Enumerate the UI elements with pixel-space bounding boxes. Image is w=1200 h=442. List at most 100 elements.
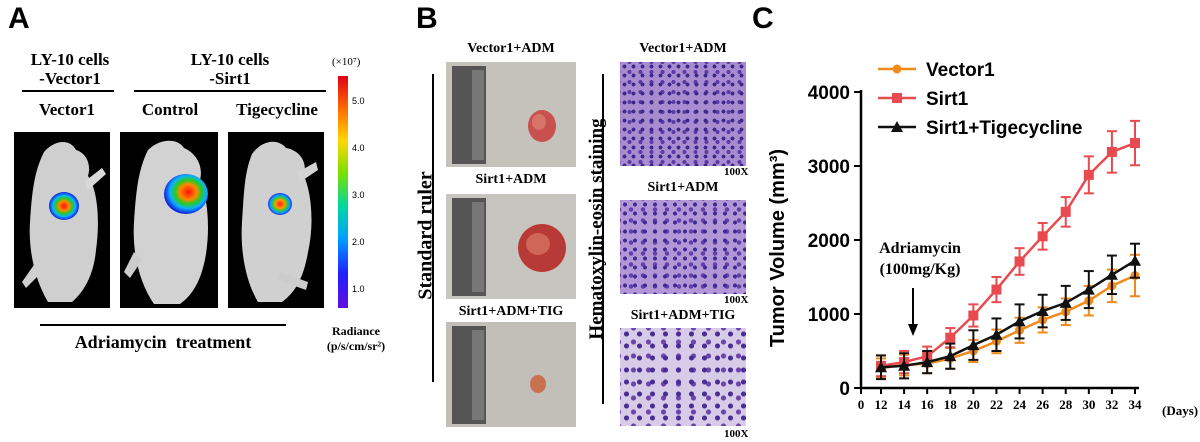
series-line — [880, 259, 1136, 369]
data-point — [968, 310, 979, 321]
y-axis-label: Tumor Volume (mm³) — [767, 149, 789, 347]
x-tick-label: 30 — [1082, 397, 1095, 412]
photo-title-sirt1-tig: Sirt1+ADM+TIG — [458, 304, 564, 319]
data-point — [1060, 206, 1071, 217]
x-tick-label: 14 — [898, 397, 912, 412]
legend-marker — [892, 93, 902, 103]
histo-title-sirt1: Sirt1+ADM — [647, 180, 719, 195]
scale-tick-5: 5.0 — [352, 96, 365, 106]
x-tick-label: 16 — [921, 397, 935, 412]
y-tick-label: 3000 — [808, 157, 850, 178]
series-sirt1-tigecycline — [875, 242, 1141, 381]
data-point — [1129, 254, 1141, 266]
data-point — [1037, 231, 1048, 242]
scale-exponent: (×10⁷) — [332, 56, 361, 68]
tumor-photo-vector1 — [446, 62, 576, 167]
group2-underline — [134, 90, 326, 92]
y-tick-label: 4000 — [808, 83, 850, 104]
group2-line1: LY-10 cells — [190, 50, 270, 69]
data-point — [1105, 268, 1118, 280]
x-tick-label: 12 — [875, 397, 888, 412]
col3-label: Tigecycline — [236, 100, 318, 119]
data-point — [898, 359, 911, 371]
data-point — [1059, 296, 1072, 308]
data-point — [967, 339, 980, 351]
data-point — [1014, 256, 1025, 267]
histo-title-vector1: Vector1+ADM — [639, 41, 727, 56]
mouse-image-tigecycline — [228, 132, 324, 308]
group1-line2: -Vector1 — [39, 69, 101, 88]
data-point — [1036, 305, 1049, 317]
tumor-photo-sirt1-tig — [446, 322, 576, 427]
panel-a-label: A — [8, 2, 30, 35]
scale-tick-3: 3.0 — [352, 190, 365, 200]
x-tick-label: 22 — [990, 397, 1003, 412]
vertical-label-ruler: Standard ruler — [414, 171, 437, 300]
he-stain-vector1 — [620, 62, 746, 166]
col1-label: Vector1 — [38, 100, 95, 119]
x-axis-unit: (Days) — [1162, 403, 1198, 418]
he-stain-sirt1-tig — [620, 328, 746, 426]
treatment-line — [40, 324, 286, 326]
y-tick-label: 0 — [839, 379, 850, 400]
data-point — [875, 361, 887, 373]
histo-title-sirt1-tig: Sirt1+ADM+TIG — [630, 308, 736, 323]
legend-marker — [892, 64, 902, 74]
magnification-3: 100X — [724, 428, 749, 440]
mouse-image-vector1 — [14, 132, 110, 308]
he-stain-sirt1 — [620, 200, 746, 294]
legend-label: Sirt1+Tigecycline — [926, 118, 1082, 139]
annotation-line2: (100mg/Kg) — [880, 261, 961, 278]
tumor-volume-chart: 0 1000 2000 3000 4000 0 12 14 16 18 20 22 24 26 28 30 32… — [767, 60, 1198, 418]
photo-title-vector1: Vector1+ADM — [467, 41, 555, 56]
x-tick-label: 20 — [967, 397, 980, 412]
scale-tick-1: 1.0 — [352, 284, 365, 294]
x-tick-label: 26 — [1036, 397, 1050, 412]
panel-b-label: B — [416, 2, 438, 35]
annotation-arrow — [908, 288, 918, 336]
group2-line2: -Sirt1 — [209, 69, 251, 88]
mouse-image-control — [120, 132, 218, 308]
legend-label: Vector1 — [926, 60, 995, 81]
he-bracket-line — [602, 74, 604, 404]
radiance-line1: Radiance — [332, 324, 380, 338]
series-line — [880, 274, 1136, 370]
ruler-bracket-line — [432, 74, 434, 382]
data-point — [944, 350, 957, 362]
vertical-label-he: Hematoxylin-eosin staining — [586, 118, 607, 340]
photo-title-sirt1: Sirt1+ADM — [475, 172, 547, 187]
data-point — [1082, 283, 1095, 295]
data-point — [1130, 138, 1140, 149]
data-point — [945, 332, 956, 343]
treatment-label: Adriamycin treatment — [74, 332, 252, 352]
annotation-line1: Adriamycin — [879, 240, 961, 257]
radiance-label: Radiance (p/s/cm/sr²) — [316, 324, 396, 354]
magnification-1: 100X — [724, 166, 749, 178]
x-tick-label: 24 — [1013, 397, 1027, 412]
data-point — [1083, 169, 1094, 180]
legend-label: Sirt1 — [926, 89, 969, 110]
legend-marker — [891, 121, 903, 132]
group1-underline — [22, 90, 114, 92]
tumor-photo-sirt1 — [446, 194, 576, 299]
data-point — [921, 356, 934, 368]
data-point — [1106, 146, 1117, 157]
col2-label: Control — [141, 100, 199, 119]
group1-line1: LY-10 cells — [30, 50, 110, 69]
magnification-2: 100X — [724, 294, 749, 306]
group1-title: LY-10 cells -Vector1 — [22, 50, 118, 88]
data-point — [990, 328, 1003, 340]
x-tick-label: 28 — [1059, 397, 1073, 412]
y-tick-label: 1000 — [808, 305, 850, 326]
scale-tick-2: 2.0 — [352, 237, 365, 247]
scale-tick-4: 4.0 — [352, 143, 365, 153]
x-tick-label: 32 — [1105, 397, 1118, 412]
x-tick-label: 18 — [944, 397, 958, 412]
panel-c-label: C — [752, 2, 774, 35]
radiance-line2: (p/s/cm/sr²) — [326, 339, 386, 353]
x-tick-label: 0 — [858, 397, 865, 412]
group2-title: LY-10 cells -Sirt1 — [140, 50, 320, 88]
data-point — [991, 284, 1002, 295]
y-tick-label: 2000 — [808, 231, 850, 252]
radiance-color-bar — [338, 76, 348, 308]
